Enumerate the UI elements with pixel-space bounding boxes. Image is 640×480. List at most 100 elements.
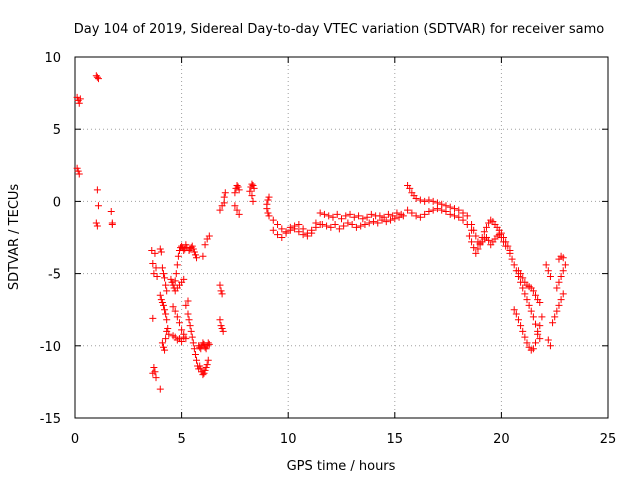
data-point [559,290,567,298]
data-point [357,222,365,230]
data-point [532,339,540,347]
data-point [274,221,282,229]
data-point [148,246,156,254]
data-point [216,281,224,289]
data-point [316,209,324,217]
data-point [173,313,181,321]
data-point [157,296,165,304]
data-point [158,339,166,347]
data-point [525,301,533,309]
data-point [406,184,414,192]
data-point [189,339,197,347]
data-point [162,310,170,318]
data-point [416,213,424,221]
data-point [265,193,273,201]
data-point [472,232,480,240]
data-point [187,327,195,335]
data-point [450,205,458,213]
data-point [168,278,176,286]
data-point [342,212,350,220]
data-point [352,223,360,231]
data-series [73,72,569,393]
data-point [203,361,211,369]
data-point [363,213,371,221]
data-point [182,241,190,249]
data-point [438,206,446,214]
x-tick-label: 10 [280,432,297,447]
data-point [391,215,399,223]
data-point [202,363,210,371]
data-point [557,272,565,280]
data-point [73,93,81,101]
data-point [233,182,241,190]
data-point [202,345,210,353]
data-point [546,342,554,350]
data-point [359,215,367,223]
data-point [278,225,286,233]
data-point [158,298,166,306]
data-point [182,301,190,309]
data-point [197,365,205,373]
data-point [500,238,508,246]
data-point [433,205,441,213]
data-point [264,209,272,217]
data-point [180,275,188,283]
data-point [200,369,208,377]
data-point [527,307,535,315]
data-point [421,197,429,205]
data-point [178,242,186,250]
data-point [188,242,196,250]
x-tick-label: 0 [71,432,79,447]
data-point [205,232,213,240]
data-point [378,216,386,224]
data-point [193,356,201,364]
data-point [286,226,294,234]
data-point [474,245,482,253]
data-point [189,245,197,253]
data-point [468,238,476,246]
data-point [152,264,160,272]
data-point [534,330,542,338]
data-point [318,221,326,229]
data-point [325,212,333,220]
data-point [335,225,343,233]
data-point [299,231,307,239]
data-point [348,221,356,229]
data-point [263,205,271,213]
data-point [303,232,311,240]
data-point [163,287,171,295]
data-point [549,319,557,327]
data-point [234,183,242,191]
y-tick-label: 0 [53,195,61,210]
data-point [333,210,341,218]
data-point [191,350,199,358]
data-point [264,196,272,204]
data-point [172,270,180,278]
data-point [269,216,277,224]
data-point [561,261,569,269]
data-point [408,209,416,217]
data-point [216,206,224,214]
x-tick-label: 25 [600,432,617,447]
data-point [523,296,531,304]
data-point [159,270,167,278]
data-point [506,249,514,257]
data-point [553,307,561,315]
data-point [455,206,463,214]
data-point [425,196,433,204]
data-point [199,252,207,260]
data-point [184,310,192,318]
data-point [93,186,101,194]
data-point [76,95,84,103]
data-point [455,213,463,221]
data-point [465,232,473,240]
data-point [158,264,166,272]
data-point [521,290,529,298]
data-point [93,73,101,81]
data-point [221,189,229,197]
data-point [450,212,458,220]
data-point [470,244,478,252]
data-point [291,225,299,233]
data-point [219,327,227,335]
data-point [178,326,186,334]
